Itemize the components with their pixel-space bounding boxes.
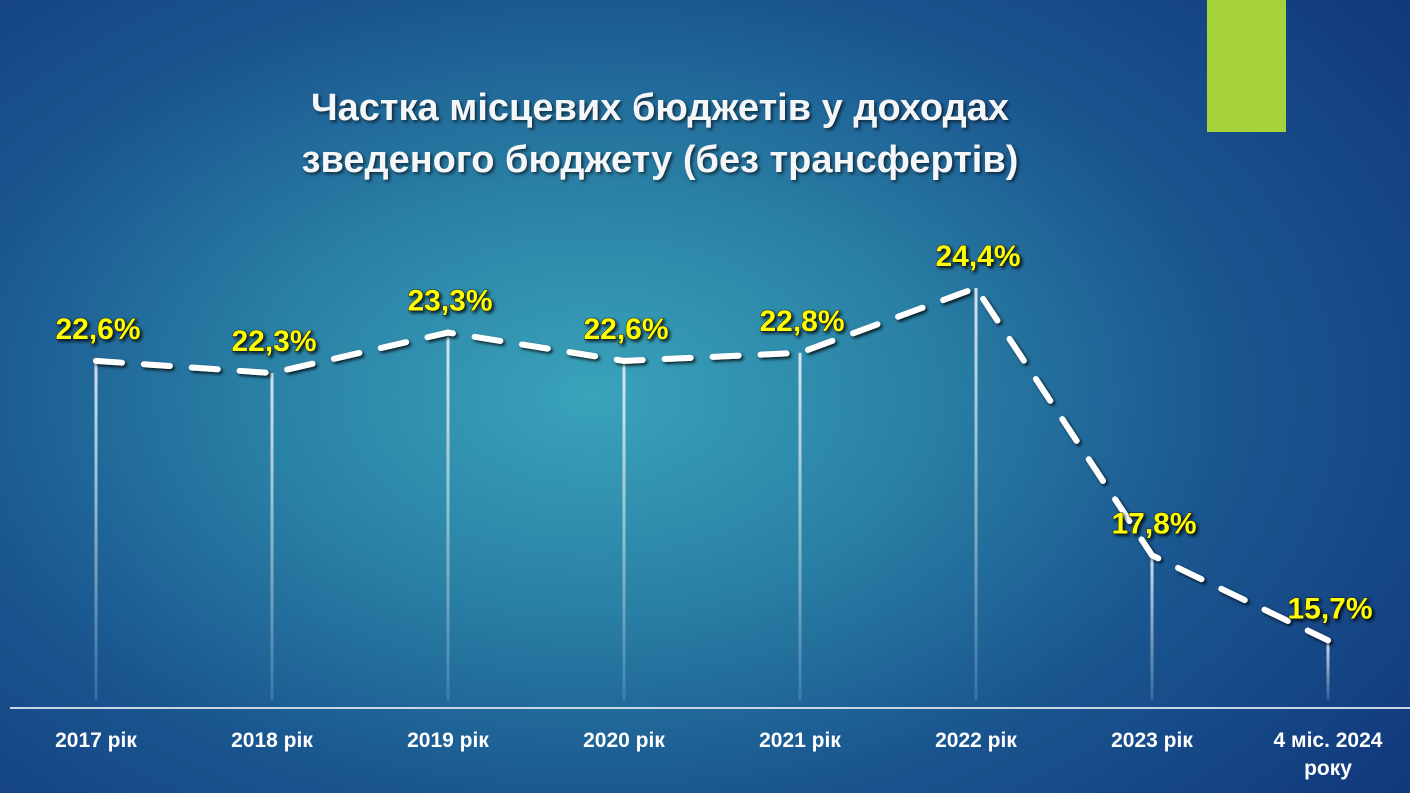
drop-line (270, 373, 274, 700)
data-label: 24,4% (935, 240, 1020, 273)
x-tick-label: 2017 рік (55, 729, 137, 752)
drop-line (446, 332, 450, 700)
data-label: 22,8% (759, 305, 844, 338)
drop-line (974, 288, 978, 700)
data-label: 17,8% (1111, 507, 1196, 540)
drop-line (94, 360, 98, 700)
drop-line (622, 360, 626, 700)
x-tick-label: 4 міс. 2024 року (1274, 729, 1383, 780)
data-label: 22,3% (231, 325, 316, 358)
series-line (93, 284, 1331, 644)
data-label: 22,6% (583, 313, 668, 346)
data-label: 15,7% (1287, 592, 1372, 625)
drop-line (798, 352, 802, 700)
title-line-2: зведеного бюджету (без трансфертів) (301, 139, 1019, 181)
data-label: 22,6% (55, 313, 140, 346)
x-tick-label: 2022 рік (935, 729, 1017, 752)
x-tick-label: 2018 рік (231, 729, 313, 752)
accent-rectangle (1207, 0, 1286, 132)
title-line-1: Частка місцевих бюджетів у доходах (310, 87, 1010, 129)
chart-title: Частка місцевих бюджетів у доходах зведе… (160, 82, 1160, 186)
x-tick-label: 2020 рік (583, 729, 665, 752)
drop-line (1150, 555, 1154, 700)
x-tick-label: 2021 рік (759, 729, 841, 752)
data-label: 23,3% (407, 285, 492, 318)
drop-line (1326, 640, 1330, 700)
x-tick-label: 2023 рік (1111, 729, 1193, 752)
x-tick-label: 2019 рік (407, 729, 489, 752)
